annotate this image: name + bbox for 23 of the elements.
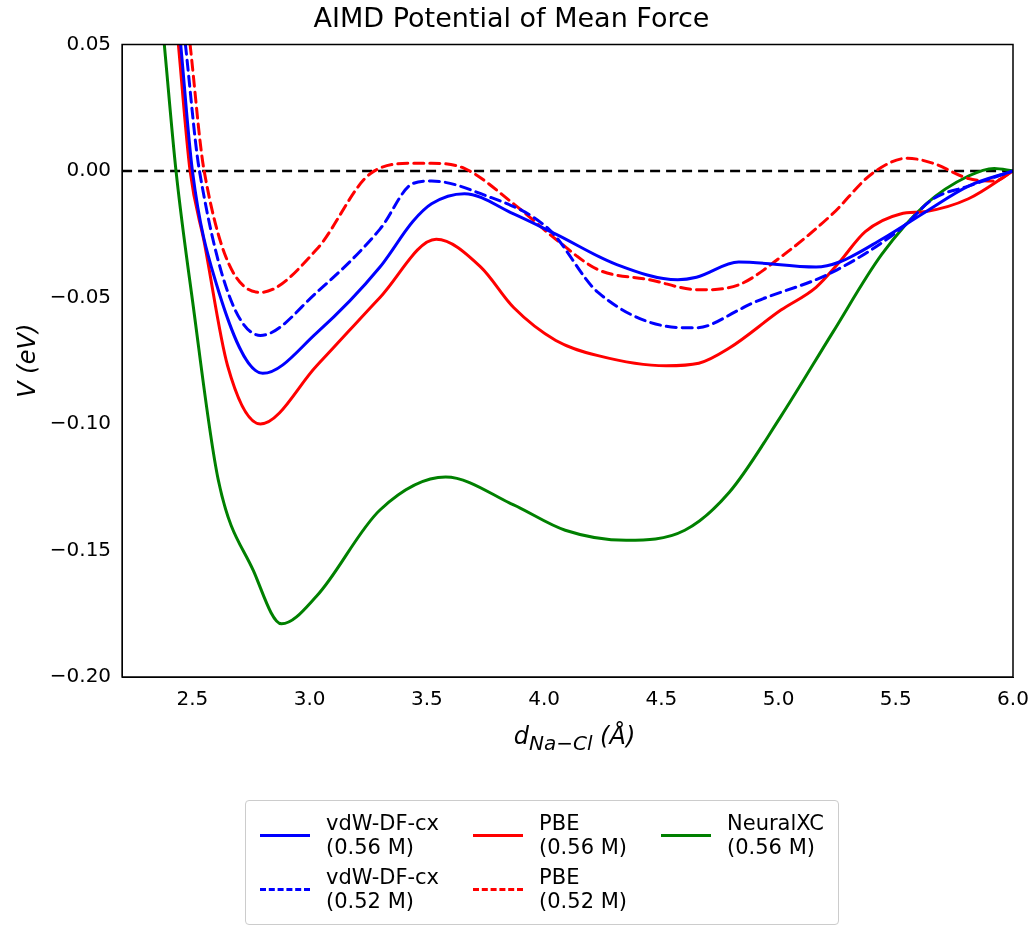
y-tick-label: −0.10 xyxy=(49,410,112,435)
legend-label: vdW-DF-cx (0.56 M) xyxy=(326,811,440,860)
x-tick-label: 5.0 xyxy=(762,686,795,711)
legend-label: vdW-DF-cx (0.52 M) xyxy=(326,865,440,914)
x-tick-label: 3.0 xyxy=(293,686,326,711)
y-tick-label: −0.05 xyxy=(49,283,112,308)
legend-label: NeuralXC (0.56 M) xyxy=(727,811,824,860)
x-tick-label: 6.0 xyxy=(997,686,1029,711)
legend-label: PBE (0.56 M) xyxy=(539,811,627,860)
legend-label: PBE (0.52 M) xyxy=(539,865,627,914)
x-axis-title: d$_{Na−Cl}$ (Å) xyxy=(512,722,637,755)
line-series xyxy=(162,44,1013,626)
y-tick-label: −0.20 xyxy=(49,663,112,688)
y-tick-label: −0.15 xyxy=(49,536,112,561)
x-tick-label: 4.0 xyxy=(528,686,561,711)
chart-title: AIMD Potential of Mean Force xyxy=(313,2,710,34)
x-tick-label: 5.5 xyxy=(879,686,912,711)
x-tick-label: 3.5 xyxy=(410,686,443,711)
y-tick-label: 0.05 xyxy=(66,30,112,55)
y-tick-label: 0.00 xyxy=(66,157,112,182)
y-axis-title: V (eV) xyxy=(12,323,41,398)
x-tick-label: 2.5 xyxy=(176,686,209,711)
x-tick-label: 4.5 xyxy=(645,686,678,711)
